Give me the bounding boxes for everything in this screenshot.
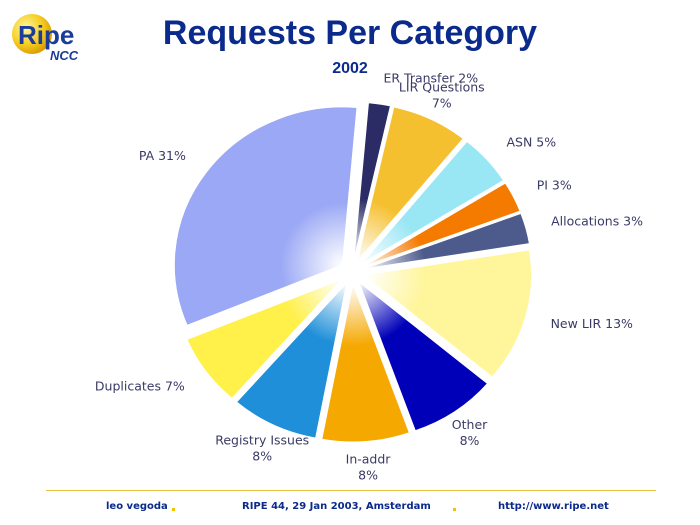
slice-label-new-lir: New LIR 13% [551,316,633,331]
footer-url: http://www.ripe.net [498,501,609,512]
slice-label-other: Other 8% [452,417,488,448]
pie-slice-new-lir [362,249,533,378]
slice-label-asn: ASN 5% [506,134,556,149]
slice-label-pi: PI 3% [537,177,572,192]
footer-separator-dot [453,508,456,511]
footer-author: leo vegoda [106,501,168,512]
footer-divider [46,490,656,491]
pie-slice-allocations [363,212,531,270]
pie-slice-asn [360,140,505,265]
slice-label-duplicates: Duplicates 7% [95,378,185,393]
slice-label-pa: PA 31% [139,148,186,163]
pie-slice-other [357,280,489,432]
page-title: Requests Per Category [162,14,538,52]
logo-text-sub: NCC [50,48,79,63]
pie-slice-lir-questions [356,106,464,262]
slice-label-registry-issues: Registry Issues 8% [215,432,309,463]
pie-slice-registry-issues [235,281,348,439]
logo-ball [12,14,52,54]
pie-slice-er-transfer [353,102,392,261]
slice-label-lir-questions: LIR Questions 7% [399,80,485,111]
slice-label-er-transfer: ER Transfer 2% [383,70,478,85]
logo-text-main: Ripe [18,20,74,50]
pie-slice-pi [362,182,521,268]
pie-slice-duplicates [186,278,343,399]
slice-label-allocations: Allocations 3% [551,214,643,229]
pie-slice-pa [173,106,358,326]
pie-slice-in-addr [321,282,411,443]
page-subtitle: 2002 [332,60,368,77]
footer-separator-dot [172,508,175,511]
ripe-ncc-logo: Ripe NCC [8,8,88,66]
footer-event: RIPE 44, 29 Jan 2003, Amsterdam [242,501,431,512]
slice-label-in-addr: In-addr 8% [346,451,392,482]
